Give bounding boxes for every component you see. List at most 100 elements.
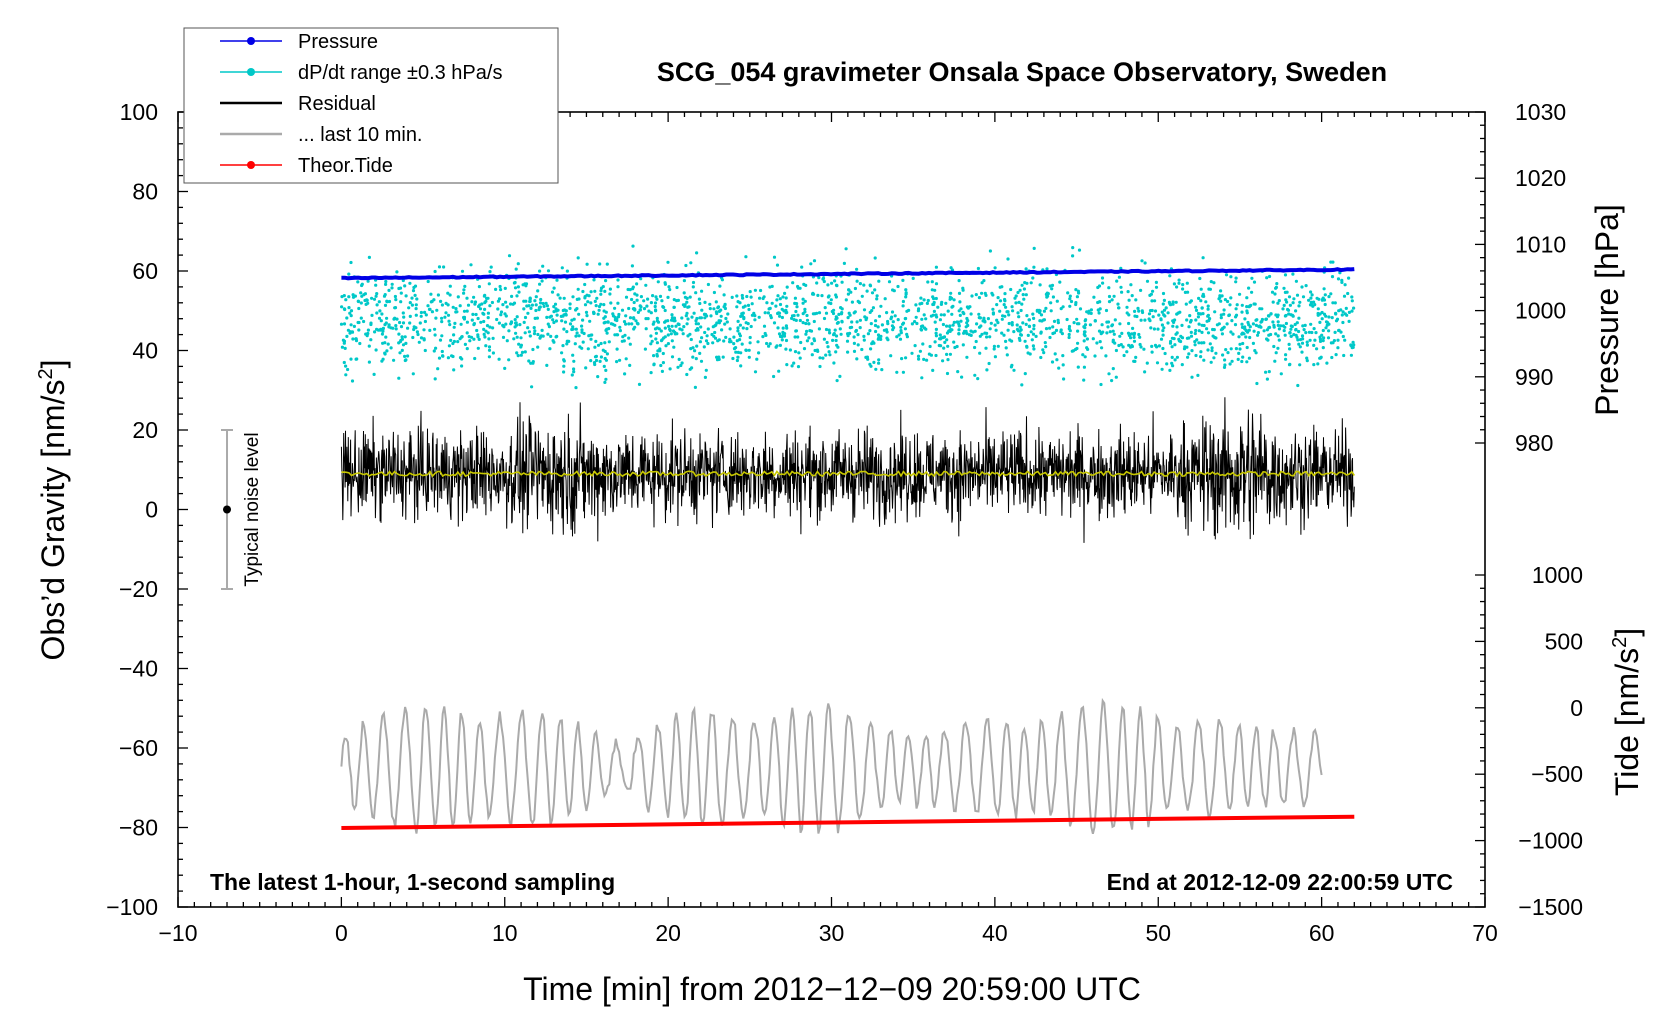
dpdt-point: [748, 335, 752, 340]
dpdt-point: [347, 272, 351, 276]
dpdt-point: [703, 312, 707, 316]
dpdt-point: [775, 298, 779, 302]
dpdt-point: [412, 327, 416, 332]
dpdt-point: [1093, 319, 1097, 323]
dpdt-point: [1050, 287, 1054, 291]
dpdt-point: [1061, 363, 1065, 367]
dpdt-point: [793, 296, 798, 300]
dpdt-point: [969, 333, 973, 337]
dpdt-point: [602, 364, 606, 368]
dpdt-point: [1260, 317, 1264, 322]
dpdt-point: [496, 307, 500, 311]
dpdt-point: [442, 265, 446, 269]
dpdt-point: [362, 319, 366, 324]
dpdt-point: [957, 328, 961, 332]
dpdt-point: [663, 326, 667, 330]
dpdt-point: [1267, 326, 1271, 330]
dpdt-point: [408, 321, 412, 325]
dpdt-point: [1166, 321, 1170, 325]
dpdt-point: [1003, 314, 1007, 318]
dpdt-point: [1229, 296, 1233, 300]
dpdt-point: [1347, 310, 1351, 314]
dpdt-point: [486, 331, 490, 335]
dpdt-point: [631, 244, 635, 248]
dpdt-point: [534, 295, 538, 299]
dpdt-point: [423, 310, 427, 314]
dpdt-point: [1000, 331, 1004, 335]
dpdt-point: [1066, 291, 1070, 295]
dpdt-point: [913, 320, 917, 324]
dpdt-point: [1234, 315, 1238, 319]
dpdt-point: [552, 310, 556, 314]
residual-mean-series: [341, 470, 1355, 478]
dpdt-point: [1140, 309, 1144, 313]
dpdt-point: [1187, 325, 1191, 329]
dpdt-point: [934, 334, 939, 338]
dpdt-point: [948, 324, 952, 328]
dpdt-point: [593, 345, 597, 349]
dpdt-point: [871, 306, 876, 310]
dpdt-point: [1197, 322, 1201, 326]
dpdt-point: [387, 288, 391, 292]
dpdt-point: [718, 284, 722, 288]
x-tick-label: 20: [655, 920, 681, 946]
dpdt-point: [1205, 327, 1209, 331]
dpdt-point: [1297, 329, 1301, 334]
dpdt-point: [1309, 296, 1313, 300]
dpdt-point: [512, 281, 517, 285]
dpdt-point: [377, 316, 382, 320]
dpdt-point: [585, 262, 589, 266]
dpdt-point: [1268, 274, 1272, 279]
dpdt-point: [1230, 359, 1234, 363]
dpdt-point: [691, 285, 695, 289]
dpdt-point: [403, 335, 407, 339]
dpdt-point: [390, 282, 394, 286]
dpdt-point: [1134, 298, 1138, 302]
dpdt-point: [1303, 323, 1307, 327]
dpdt-point: [507, 254, 512, 258]
dpdt-point: [666, 319, 670, 323]
dpdt-point: [582, 331, 586, 336]
dpdt-point: [1185, 345, 1189, 349]
dpdt-point: [996, 321, 1000, 325]
residual-line: [340, 397, 1355, 543]
dpdt-point: [1174, 300, 1178, 304]
dpdt-point: [844, 247, 848, 251]
dpdt-point: [1254, 323, 1258, 327]
dpdt-point: [1284, 298, 1288, 302]
dpdt-point: [879, 304, 883, 308]
dpdt-point: [484, 299, 488, 303]
dpdt-point: [876, 325, 880, 329]
dpdt-point: [635, 282, 639, 286]
dpdt-point: [818, 364, 822, 369]
dpdt-point: [1027, 324, 1031, 328]
dpdt-point: [655, 316, 659, 320]
dpdt-point: [1121, 345, 1125, 349]
dpdt-point: [956, 370, 960, 374]
dpdt-point: [828, 331, 832, 335]
dpdt-point: [444, 301, 448, 305]
dpdt-point: [822, 279, 826, 284]
dpdt-point: [1039, 313, 1044, 317]
dpdt-point: [663, 320, 667, 324]
dpdt-point: [1071, 246, 1075, 250]
dpdt-point: [989, 321, 993, 325]
dpdt-point: [801, 312, 805, 316]
dpdt-point: [352, 324, 356, 328]
dpdt-point: [735, 339, 739, 343]
dpdt-point: [661, 361, 666, 365]
tide-tick-label: 1000: [1532, 562, 1583, 588]
dpdt-point: [1077, 248, 1082, 252]
dpdt-point: [980, 291, 984, 295]
dpdt-point: [683, 295, 688, 299]
dpdt-point: [827, 301, 831, 305]
dpdt-point: [1107, 294, 1112, 299]
dpdt-point: [922, 313, 926, 317]
dpdt-point: [603, 315, 607, 319]
dpdt-point: [1083, 330, 1087, 334]
dpdt-point: [1334, 312, 1338, 316]
dpdt-point: [957, 291, 962, 295]
dpdt-point: [1044, 306, 1048, 310]
dpdt-point: [387, 325, 391, 329]
dpdt-point: [1245, 309, 1249, 313]
